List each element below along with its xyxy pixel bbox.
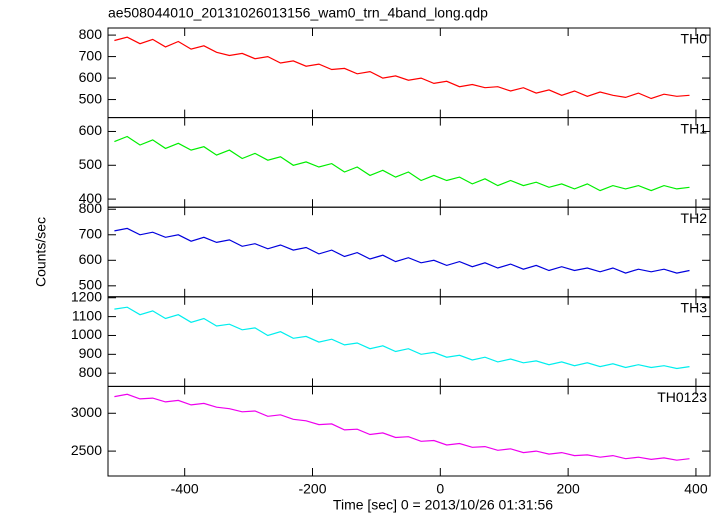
y-tick-label: 600 [79,251,103,267]
panel-frame [107,27,711,119]
panel-frame [107,117,711,208]
y-tick-label: 1100 [72,307,102,323]
y-tick-label: 2500 [71,442,102,458]
x-tick-label: 400 [684,481,708,497]
panel-frame [107,206,711,298]
panel-frame [107,385,711,477]
panel-frame [107,296,711,387]
y-tick-label: 800 [79,26,103,42]
y-tick-label: 1200 [71,288,102,304]
y-tick-label: 500 [79,156,103,172]
y-tick-label: 500 [79,90,103,106]
data-line [114,36,690,100]
panel-label: TH0 [681,31,708,47]
y-tick-label: 700 [79,225,103,241]
panel-label: TH2 [681,210,708,226]
y-tick-label: 600 [79,122,103,138]
panel-label: TH3 [681,300,708,316]
x-tick-label: -200 [298,481,326,497]
x-axis-label: Time [sec] 0 = 2013/10/26 01:31:56 [333,497,553,513]
x-tick-label: -400 [171,481,199,497]
y-tick-label: 500 [79,277,103,293]
y-tick-label: 800 [79,200,103,216]
y-tick-label: 900 [79,345,103,361]
y-tick-label: 3000 [71,404,102,420]
x-tick-label: 200 [556,481,580,497]
chart-title: ae508044010_20131026013156_wam0_trn_4ban… [108,5,488,21]
y-tick-label: 800 [79,364,103,380]
panel-label: TH1 [681,120,708,136]
y-tick-label: 700 [79,47,103,63]
data-line [114,227,690,274]
data-line [114,306,690,370]
panel-label: TH0123 [657,389,707,405]
y-tick-label: 1000 [71,326,102,342]
y-axis-label: Counts/sec [33,217,49,287]
x-tick-label: 0 [436,481,444,497]
y-tick-label: 400 [79,190,103,206]
data-line [114,393,690,461]
data-line [114,135,690,192]
y-tick-label: 600 [79,69,103,85]
